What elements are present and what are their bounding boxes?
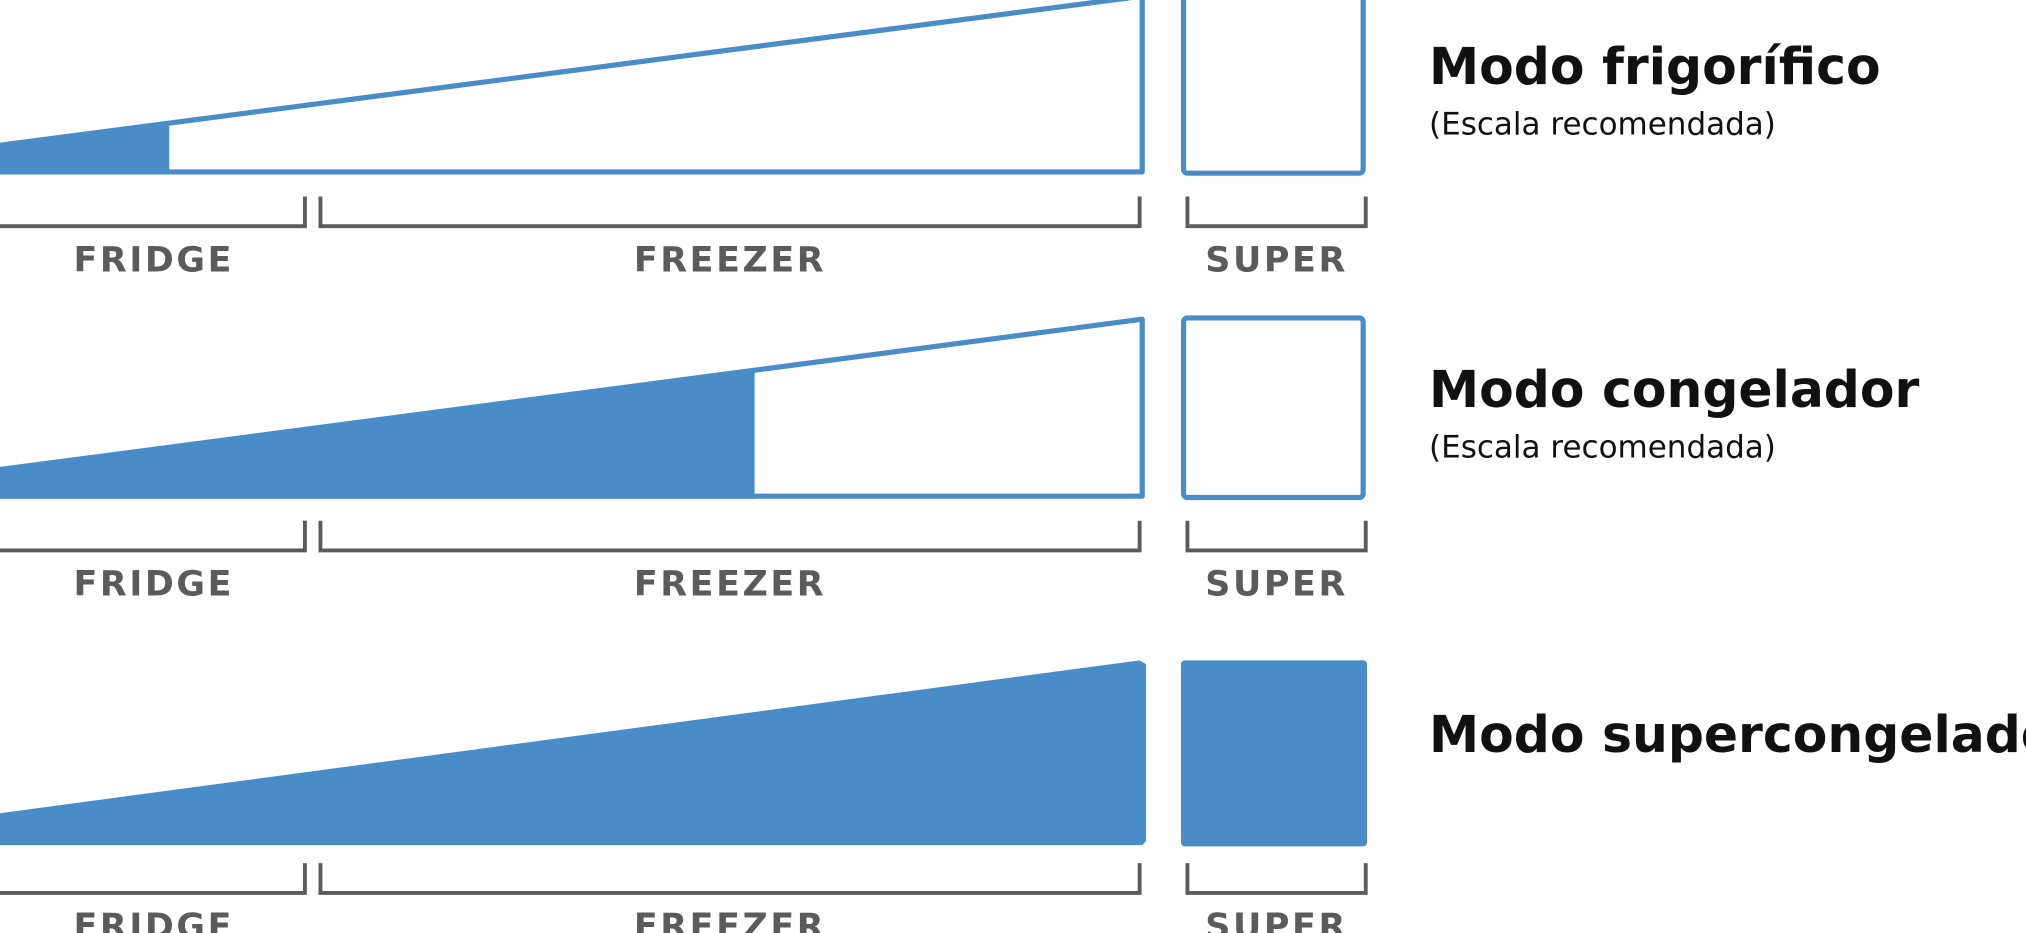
fridge-label: FRIDGE — [73, 240, 234, 280]
bracket — [318, 196, 1142, 229]
bracket — [1185, 520, 1368, 553]
scale-fill — [0, 122, 170, 175]
super-box — [1180, 0, 1366, 176]
mode-title: Modo congelador — [1429, 360, 1919, 419]
scale-wedge — [0, 0, 1145, 175]
freezer-label: FREEZER — [634, 240, 826, 280]
bracket — [0, 196, 307, 229]
fridge-label: FRIDGE — [73, 907, 234, 933]
mode-row: FRIDGE FREEZER SUPER Modo supercongelado — [0, 660, 2026, 933]
mode-subtitle: (Escala recomendada) — [1429, 429, 1776, 465]
bracket — [0, 520, 307, 553]
mode-row: FRIDGE FREEZER SUPER Modo frigorífico (E… — [0, 0, 1881, 280]
freezer-label: FREEZER — [634, 907, 826, 933]
bracket — [1185, 863, 1368, 895]
super-label: SUPER — [1205, 907, 1348, 933]
fridge-label: FRIDGE — [73, 565, 234, 605]
mode-title: Modo supercongelado — [1429, 705, 2026, 764]
bracket — [1185, 196, 1368, 229]
scale-fill — [0, 660, 1147, 846]
scale-fill — [0, 369, 755, 499]
bracket — [318, 863, 1142, 895]
super-box — [1180, 660, 1368, 847]
super-label: SUPER — [1205, 240, 1348, 280]
super-label: SUPER — [1205, 565, 1348, 605]
mode-title: Modo frigorífico — [1429, 37, 1881, 96]
mode-subtitle: (Escala recomendada) — [1429, 106, 1776, 142]
mode-row: FRIDGE FREEZER SUPER Modo congelador (Es… — [0, 315, 1919, 605]
super-box — [1180, 315, 1366, 501]
bracket — [318, 520, 1142, 553]
freezer-label: FREEZER — [634, 565, 826, 605]
bracket — [0, 863, 307, 895]
